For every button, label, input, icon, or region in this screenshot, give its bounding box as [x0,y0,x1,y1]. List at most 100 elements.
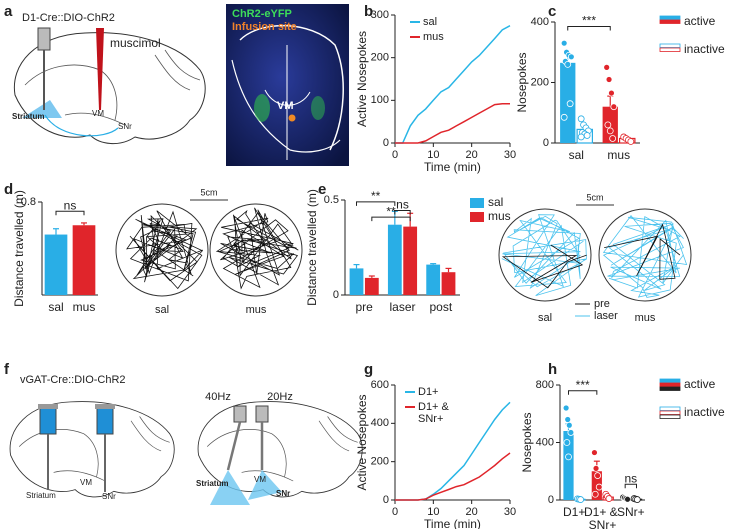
y-tick-label: 200 [371,456,389,468]
bar [403,226,418,295]
panel-letter: f [4,361,10,378]
diagram-title: D1-Cre::DIO-ChR2 [22,12,115,24]
data-point [563,439,571,446]
y-tick-label: 0 [333,289,339,301]
y-axis-label: Distance travelled (m) [305,189,319,306]
brain-shape [9,401,175,498]
x-tick-label: D1+ [563,505,585,519]
legend-label: inactive [684,42,725,56]
panel-letter: g [364,361,373,378]
significance-label: ns [64,198,77,212]
bar [364,277,379,295]
image-label: Infusion site [232,21,297,33]
y-tick-label: 200 [531,76,549,88]
legend-swatch [659,382,681,387]
x-tick-label: mus [73,300,96,314]
arena [598,208,692,302]
significance-label: ** [386,204,396,218]
y-tick-label: 0 [548,494,554,506]
arena-label: mus [246,304,267,316]
region-label: Striatum [12,112,44,121]
data-point [603,63,611,71]
panel-letter: a [4,3,13,20]
data-point [564,60,572,68]
x-tick-label: laser [389,300,415,314]
frequency-label: 20Hz [267,391,293,403]
y-tick-label: 400 [371,417,389,429]
significance-label: *** [582,14,596,28]
data-point [591,449,598,456]
significance-bracket [356,201,396,206]
data-point [591,490,599,498]
legend-label: mus [423,31,444,43]
line-series [395,102,510,144]
significance-bracket [394,209,411,215]
y-axis-label: Distance travelled (m) [12,190,26,307]
syringe-cap [38,404,58,409]
legend-swatch [659,410,681,415]
y-tick-label: 0.8 [21,196,36,208]
significance-label: ns [624,471,637,485]
y-tick-label: 200 [371,52,389,64]
optic-ferrule [233,405,247,423]
x-tick-label: 20 [466,506,478,518]
x-tick-label: 10 [427,149,439,161]
legend-label: D1+ & SNr+ [418,401,452,425]
legend-swatch [659,47,681,52]
significance-bracket [567,26,611,31]
y-axis-label: Nosepokes [515,52,529,112]
legend-label: sal [488,195,503,209]
histology-image [226,4,349,166]
y-tick-label: 800 [536,379,554,391]
significance-label: ** [371,189,381,203]
brain-detail [24,49,201,126]
data-point [592,464,600,472]
data-point [594,472,602,479]
panel-letter: h [548,361,557,378]
y-tick-label: 0.5 [324,194,339,206]
significance-bracket [55,210,85,216]
data-point [577,133,585,141]
region-label: VM [254,475,266,484]
syringe [39,407,57,435]
arena-label: sal [155,304,169,316]
x-axis-label: Time (min) [424,160,481,174]
projection [44,114,119,137]
drug-label: muscimol [110,36,161,50]
x-tick-label: sal [569,148,584,162]
pipette [96,28,104,110]
legend-label: D1+ [418,386,439,398]
trajectory [501,244,587,289]
panel-letter: d [4,181,13,198]
x-tick-label: D1+ & SNr+ [584,505,621,529]
region-label: VM [92,109,104,118]
y-tick-label: 600 [371,379,389,391]
line-series [395,25,511,144]
legend-swatch [659,15,681,20]
x-tick-label: 30 [504,149,516,161]
data-point [604,121,612,129]
data-point [562,404,570,412]
significance-label: *** [576,378,590,392]
region-label: Striatum [26,491,56,500]
arena [115,203,209,297]
trajectory [215,207,299,290]
region-label: Striatum [196,479,228,488]
brain-outline [9,401,175,498]
brain-detail [18,416,170,482]
light-cone [210,470,250,505]
bar [426,264,441,295]
data-point [624,495,631,503]
syringe-cap [95,404,115,409]
line-series [395,452,511,501]
bar [72,225,96,295]
legend-swatch [659,19,681,24]
legend-swatch [470,198,484,208]
data-point [567,53,575,61]
arena-label: mus [635,312,656,324]
light-cone [248,470,282,500]
data-point [565,453,572,461]
image-label: VM [277,100,294,112]
bar [44,234,68,295]
